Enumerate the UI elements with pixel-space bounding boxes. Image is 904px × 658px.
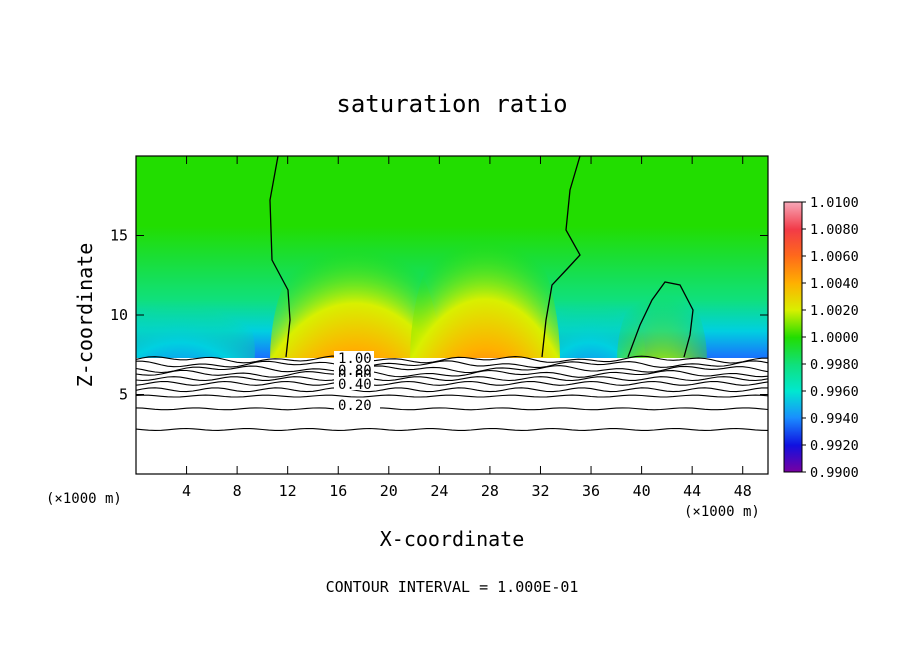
contour-label-4: 0.40: [338, 377, 372, 393]
y-tick-label: 10: [110, 306, 128, 324]
colorbar-band: [784, 229, 802, 257]
colorbar-band: [784, 256, 802, 284]
x-tick-label: 12: [279, 482, 297, 500]
x-unit-right: (×1000 m): [684, 504, 760, 520]
x-axis-label: X-coordinate: [380, 527, 525, 551]
contour-interval-note: CONTOUR INTERVAL = 1.000E-01: [326, 578, 579, 596]
x-tick-label: 28: [481, 482, 499, 500]
contour-saturation-right: [541, 156, 581, 358]
colorbar-label: 1.0080: [810, 222, 859, 238]
contour-lines: [136, 355, 768, 431]
contour-line: [136, 376, 768, 382]
colorbar: 1.0100 1.0080 1.0060 1.0040 1.0020 1.0000 0.99…: [783, 195, 859, 481]
colorbar-label: 1.0040: [810, 276, 859, 292]
colorbar-label: 1.0000: [810, 330, 859, 346]
colorbar-band: [784, 202, 802, 230]
colorbar-band: [784, 418, 802, 446]
contour-saturation-left: [269, 156, 291, 358]
contour-line: [136, 360, 768, 369]
x-tick-label: 4: [182, 482, 191, 500]
x-tick-label: 32: [531, 482, 549, 500]
x-tick-label: 20: [380, 482, 398, 500]
contour-label-5: 0.20: [338, 398, 372, 414]
contour-line: [136, 394, 768, 398]
colorbar-band: [784, 364, 802, 392]
colorbar-label: 0.9940: [810, 411, 859, 427]
x-axis: 4 8 12 16 20 24 28 32 36 40 44 48: [182, 156, 752, 500]
x-tick-label: 8: [233, 482, 242, 500]
x-unit-left: (×1000 m): [46, 491, 122, 507]
colorbar-label: 1.0060: [810, 249, 859, 265]
colorbar-label: 1.0100: [810, 195, 859, 211]
x-tick-label: 48: [734, 482, 752, 500]
colorbar-band: [784, 310, 802, 338]
colorbar-band: [784, 445, 802, 473]
x-tick-label: 24: [430, 482, 448, 500]
contour-line: [136, 365, 768, 374]
colorbar-label: 0.9920: [810, 438, 859, 454]
contour-line: [136, 369, 768, 378]
y-tick-label: 15: [110, 227, 128, 245]
contour-closed-cell: [627, 281, 694, 358]
x-tick-label: 36: [582, 482, 600, 500]
contour-line: [136, 387, 768, 393]
contour-line: [136, 427, 768, 431]
contour-label-2: 0.80: [338, 363, 372, 379]
x-tick-label: 16: [329, 482, 347, 500]
colorbar-band: [784, 337, 802, 365]
contour-line: [136, 407, 768, 411]
y-axis: 5 10 15: [110, 227, 768, 404]
chart-title: saturation ratio: [336, 90, 567, 118]
contour-line: [136, 355, 768, 364]
contour-label-1: 1.00: [338, 351, 372, 367]
contour-line: [136, 380, 768, 386]
colorbar-band: [784, 391, 802, 419]
plot-area: [136, 156, 768, 474]
y-axis-label: Z-coordinate: [73, 243, 97, 388]
colorbar-label: 1.0020: [810, 303, 859, 319]
colorbar-band: [784, 283, 802, 311]
y-tick-label: 5: [119, 386, 128, 404]
colorbar-label: 0.9960: [810, 384, 859, 400]
colorbar-label: 0.9900: [810, 465, 859, 481]
colorbar-label: 0.9980: [810, 357, 859, 373]
x-tick-label: 44: [683, 482, 701, 500]
x-tick-label: 40: [633, 482, 651, 500]
